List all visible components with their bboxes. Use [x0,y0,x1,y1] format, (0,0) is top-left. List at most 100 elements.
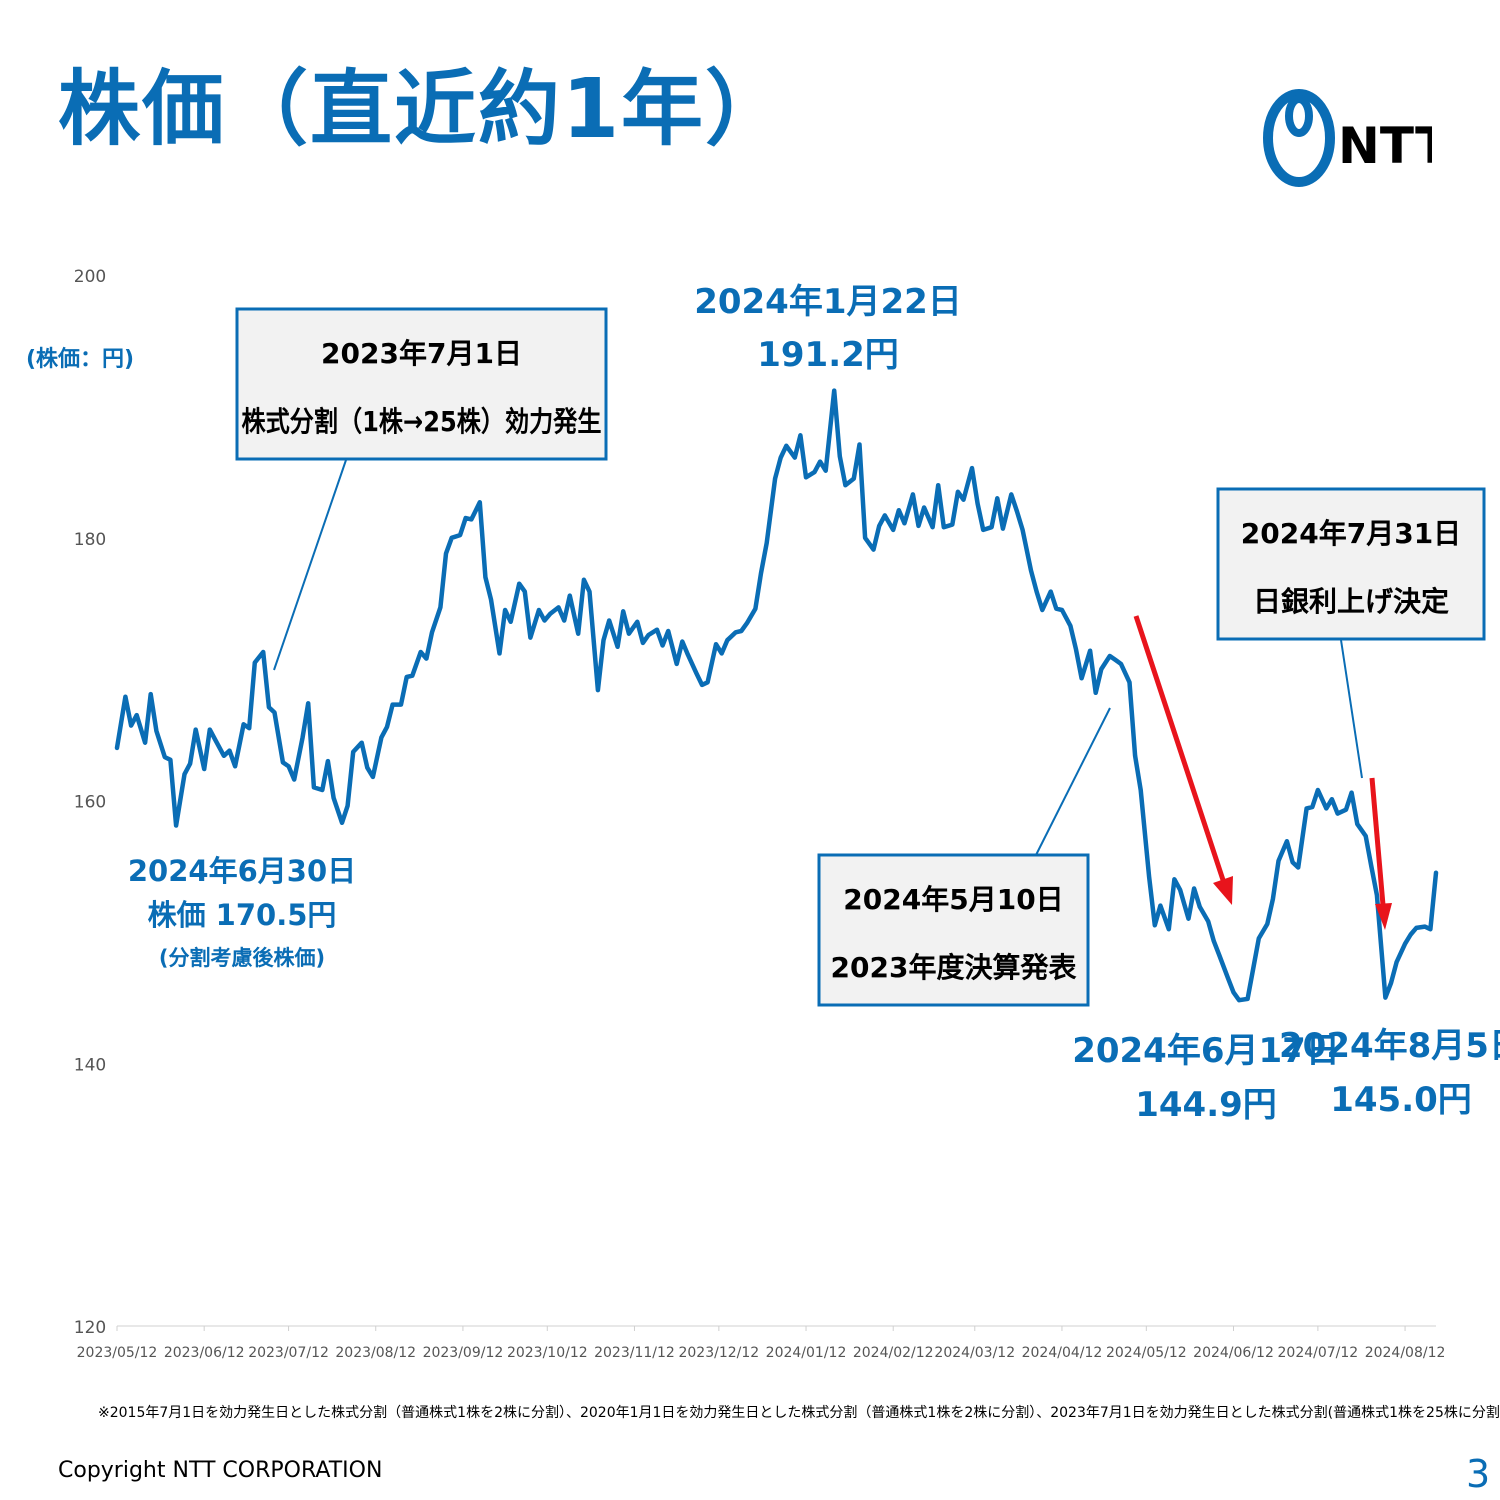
footnote: ※2015年7月1日を効力発生日とした株式分割（普通株式1株を2株に分割）、20… [98,1405,1500,1421]
price-point [351,750,355,754]
price-point [509,620,513,624]
price-point [877,524,881,528]
price-point [188,762,192,766]
price-point [1212,939,1216,943]
price-point [340,821,344,825]
page-number: 3 [1466,1452,1491,1496]
price-point [832,389,836,393]
y-tick-label: 140 [74,1055,106,1075]
price-point [1296,866,1300,869]
x-tick-label: 2023/09/12 [423,1345,504,1361]
price-point [149,692,153,696]
x-tick-label: 2023/11/12 [594,1345,675,1361]
x-tick-label: 2024/01/12 [766,1345,847,1361]
callout-date-results: 2024年5月10日 [843,883,1063,916]
price-point [686,653,690,657]
annotation-low1-line1: 2024年6月17日 [1072,1031,1340,1071]
price-point [1128,680,1131,684]
price-point [995,496,999,500]
price-point [306,701,310,705]
price-point [320,788,324,792]
price-point [942,525,946,529]
price-point [1403,942,1407,946]
price-point [430,630,434,634]
price-point [1153,923,1157,927]
price-point [793,456,797,460]
annotation-low1-line2: 144.9円 [1135,1085,1277,1125]
red-arrow-head-icon [1375,903,1392,930]
x-tick-label: 2024/03/12 [934,1345,1015,1361]
price-point [292,778,296,781]
price-point [1029,569,1033,573]
price-point [498,651,501,655]
price-point [582,578,586,582]
price-point [1428,927,1432,931]
leader-line-results [1035,707,1111,856]
price-point [312,785,316,789]
price-point [438,605,442,609]
price-point [1423,925,1427,929]
price-point [621,609,625,613]
price-point [627,632,631,636]
price-point [143,741,147,745]
callout-box-boj [1216,487,1486,641]
price-point [1060,608,1064,612]
price-point [281,760,285,764]
price-point [1316,788,1320,792]
price-point [233,764,237,768]
price-point [135,713,139,717]
price-point [1074,647,1078,651]
price-point [753,607,757,611]
price-point [537,608,541,612]
price-point [1246,997,1250,1001]
y-tick-label: 180 [74,530,106,550]
price-point [1094,691,1098,695]
price-point [365,766,369,770]
price-point [576,632,580,636]
price-point [745,621,749,625]
price-point [714,642,718,646]
price-point [1369,864,1373,868]
price-point [174,824,178,827]
price-point [1015,510,1019,513]
callout-event-results: 2023年度決算発表 [831,951,1077,984]
y-axis-label: (株価：円) [26,347,134,372]
price-point [838,454,842,458]
price-point [267,705,271,709]
price-point [1285,839,1289,843]
callout-box-results [817,853,1090,1007]
price-point [168,758,172,762]
price-point [1088,649,1092,653]
price-point [1310,805,1314,809]
y-tick-label: 160 [74,793,106,813]
price-point [607,619,611,622]
ntt-logo-mark-icon [1263,89,1335,187]
price-point [1113,658,1117,662]
price-point [1251,967,1255,971]
annotation-jun30-line2: 株価 170.5円 [148,898,337,932]
price-point [1119,662,1123,666]
price-point [1395,960,1399,964]
price-point [641,641,645,645]
x-tick-label: 2023/06/12 [164,1345,245,1361]
price-point [990,525,994,529]
price-point [1364,834,1368,838]
price-point [1291,860,1295,864]
price-point [675,662,679,666]
price-point [1147,875,1151,879]
price-point [287,764,291,768]
price-point [419,650,423,654]
price-point [464,516,468,520]
price-point [863,536,867,540]
price-point [424,657,428,661]
x-tick-label: 2024/05/12 [1106,1345,1187,1361]
price-point [208,728,212,732]
price-point [1167,927,1171,931]
price-point [1049,590,1053,594]
price-point [458,533,462,537]
price-point [858,443,861,446]
price-point [897,508,901,512]
price-point [1187,917,1190,921]
price-point [596,688,600,692]
price-point [779,456,783,460]
